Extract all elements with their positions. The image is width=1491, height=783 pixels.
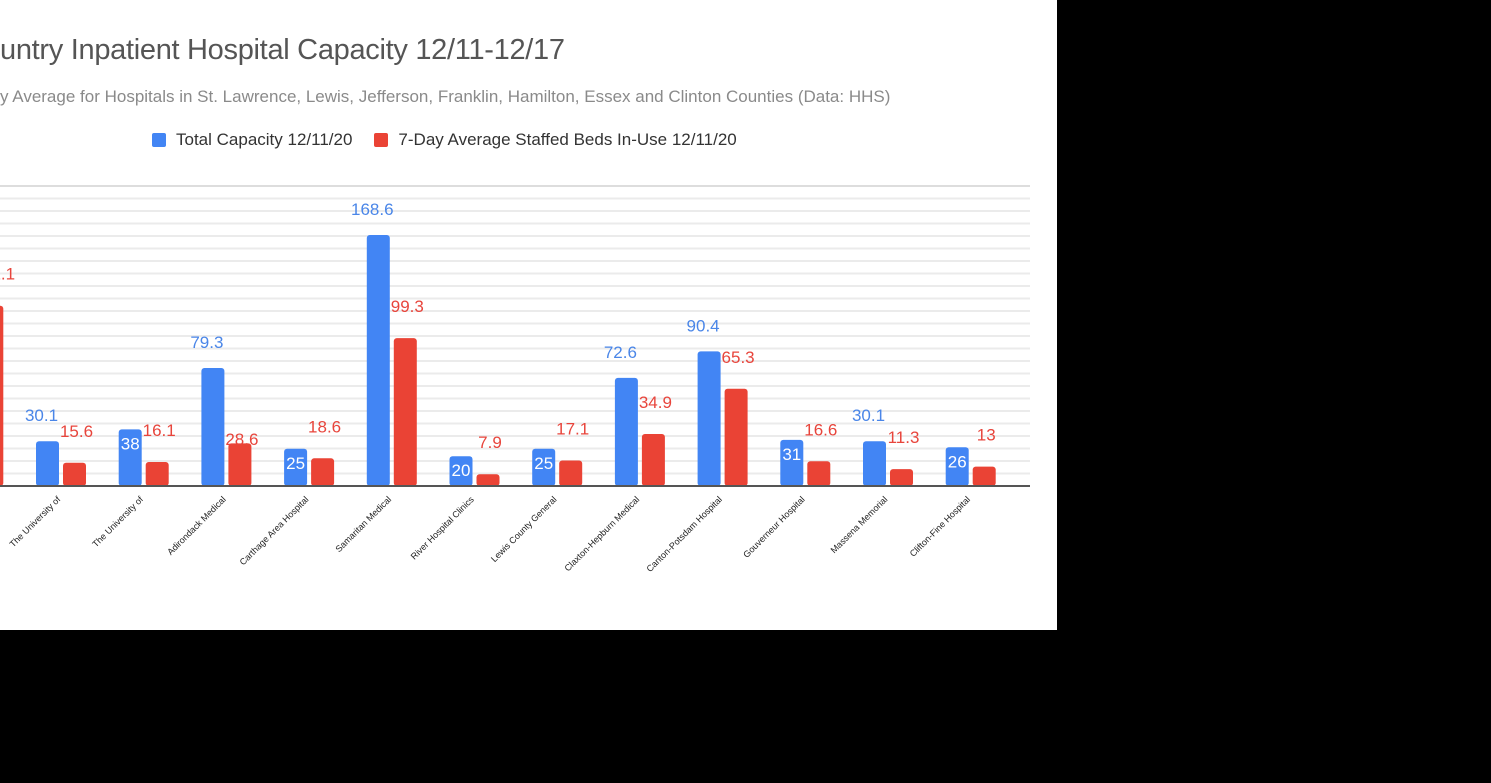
data-label-total-capacity: 25 xyxy=(286,454,305,473)
data-label-beds-in-use: 16.1 xyxy=(143,421,176,440)
bar-beds-in-use xyxy=(0,305,4,486)
legend-item-total-capacity: Total Capacity 12/11/20 xyxy=(152,130,352,150)
bar-beds-in-use xyxy=(311,458,335,486)
x-tick-label: Samaritan Medical xyxy=(333,494,393,554)
legend-swatch-blue xyxy=(152,133,166,147)
data-label-total-capacity: 26 xyxy=(948,452,967,471)
data-label-total-capacity: 168.6 xyxy=(351,200,394,219)
bar-total-capacity xyxy=(863,441,886,486)
bar-beds-in-use xyxy=(641,434,665,486)
bar-beds-in-use xyxy=(63,462,86,486)
x-tick-label: Lewis County General xyxy=(489,494,559,564)
legend-item-beds-in-use: 7-Day Average Staffed Beds In-Use 12/11/… xyxy=(374,130,737,150)
legend-label: Total Capacity 12/11/20 xyxy=(176,130,353,149)
x-tick-label: Carthage Area Hospital xyxy=(238,494,311,567)
data-label-beds-in-use: 99.3 xyxy=(391,297,424,316)
x-tick-label: The University of xyxy=(8,494,63,549)
data-label-total-capacity: 72.6 xyxy=(604,343,637,362)
bar-beds-in-use xyxy=(393,338,417,486)
legend-swatch-red xyxy=(374,133,389,147)
bar-total-capacity xyxy=(532,448,556,486)
bar-total-capacity xyxy=(118,429,142,486)
bar-total-capacity xyxy=(697,351,721,486)
data-label-beds-in-use: 18.6 xyxy=(308,417,341,436)
data-label-total-capacity: 25 xyxy=(534,454,553,473)
legend-label: 7-Day Average Staffed Beds In-Use 12/11/… xyxy=(398,130,737,149)
chart-subtitle: y Average for Hospitals in St. Lawrence,… xyxy=(0,87,891,106)
data-label-beds-in-use: 34.9 xyxy=(639,393,672,412)
data-label-beds-in-use: 16.6 xyxy=(804,420,837,439)
data-label-beds-in-use: 17.1 xyxy=(556,420,589,439)
data-label-beds-in-use: 28.6 xyxy=(225,430,258,449)
data-label-total-capacity: 20 xyxy=(452,461,471,480)
bar-beds-in-use xyxy=(228,443,252,486)
data-label-total-capacity: 31 xyxy=(782,445,801,464)
data-label-beds-in-use: 11.3 xyxy=(888,428,920,447)
chart-title: untry Inpatient Hospital Capacity 12/11-… xyxy=(0,34,565,66)
data-label-total-capacity: 79.3 xyxy=(190,333,223,352)
x-tick-label: River Hospital Clinics xyxy=(409,494,477,562)
bar-beds-in-use xyxy=(476,474,500,486)
bar-beds-in-use xyxy=(724,388,748,486)
data-label-beds-in-use: 13 xyxy=(977,426,996,445)
data-label-beds-in-use: 65.3 xyxy=(722,348,755,367)
data-label-total-capacity: 30.1 xyxy=(852,406,885,425)
bar-total-capacity xyxy=(945,447,969,486)
data-label-total-capacity: 30.1 xyxy=(25,406,58,425)
data-label-total-capacity: 38 xyxy=(121,434,140,453)
data-label-beds-in-use: 15.6 xyxy=(60,422,93,441)
data-label-beds-in-use: 7.9 xyxy=(478,433,502,452)
x-tick-label: The University of xyxy=(90,494,145,549)
bar-total-capacity xyxy=(366,235,390,486)
bar-total-capacity xyxy=(449,456,473,486)
x-tick-label: Massena Memorial xyxy=(829,494,890,555)
bar-total-capacity xyxy=(614,377,638,486)
chart-card: untry Inpatient Hospital Capacity 12/11-… xyxy=(0,0,1057,630)
data-label-beds-in-use: 121.1 xyxy=(0,265,15,284)
x-tick-label: Clifton-Fine Hospital xyxy=(908,494,972,558)
x-tick-label: Canton-Potsdam Hospital xyxy=(644,494,724,574)
bar-total-capacity xyxy=(36,441,59,486)
x-tick-label: Gouverneur Hospital xyxy=(741,494,806,559)
bar-total-capacity xyxy=(201,367,225,486)
legend: Total Capacity 12/11/20 7-Day Average St… xyxy=(152,130,737,150)
bar-beds-in-use xyxy=(559,460,583,486)
bar-beds-in-use xyxy=(972,466,996,486)
bar-beds-in-use xyxy=(890,469,913,486)
x-tick-label: Adirondack Medical xyxy=(165,494,228,557)
bar-beds-in-use xyxy=(145,462,169,486)
bar-beds-in-use xyxy=(807,461,831,486)
x-tick-label: Claxton-Hepburn Medical xyxy=(562,494,641,573)
bar-total-capacity xyxy=(284,448,308,486)
bar-total-capacity xyxy=(780,439,804,486)
data-label-total-capacity: 90.4 xyxy=(687,316,720,335)
